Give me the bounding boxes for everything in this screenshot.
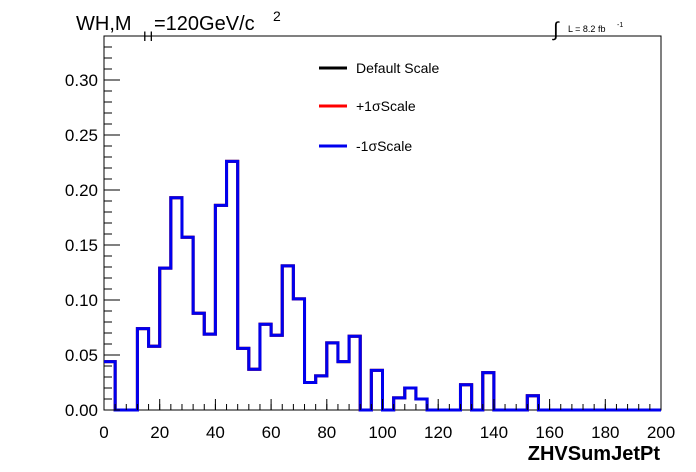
histogram-layer	[104, 159, 661, 412]
integral-symbol: ∫	[552, 19, 560, 41]
x-axis: 0 20 40 60 80 100 120 140 160 180 200	[99, 399, 675, 442]
x-tick-label: 60	[262, 423, 281, 442]
y-tick-label: 0.00	[65, 401, 98, 420]
x-tick-label: 200	[647, 423, 675, 442]
legend-label-minus: -1σScale	[356, 138, 412, 154]
y-tick-label: 0.30	[65, 71, 98, 90]
x-tick-label: 0	[99, 423, 108, 442]
x-tick-label: 40	[206, 423, 225, 442]
frame	[103, 35, 662, 411]
chart-title-superscript: 2	[273, 8, 281, 24]
x-tick-label: 180	[591, 423, 619, 442]
histogram-series-2	[104, 159, 661, 412]
y-tick-label: 0.20	[65, 181, 98, 200]
x-tick-label: 160	[535, 423, 563, 442]
x-tick-label: 140	[480, 423, 508, 442]
x-tick-label: 20	[150, 423, 169, 442]
legend: Default Scale +1σScale -1σScale	[319, 60, 439, 154]
x-tick-label: 100	[368, 423, 396, 442]
y-tick-label: 0.25	[65, 126, 98, 145]
y-tick-label: 0.05	[65, 346, 98, 365]
y-axis: 0.00 0.05 0.10 0.15 0.20 0.25 0.30	[65, 46, 120, 420]
lumi-label: L = 8.2 fb	[568, 24, 605, 34]
chart-title-rest: =120GeV/c	[154, 13, 255, 35]
x-axis-title: ZHVSumJetPt	[528, 443, 661, 465]
y-tick-label: 0.10	[65, 291, 98, 310]
legend-label-plus: +1σScale	[356, 98, 416, 114]
y-tick-label: 0.15	[65, 236, 98, 255]
x-tick-label: 80	[317, 423, 336, 442]
chart-title-subscript: H	[143, 28, 153, 44]
legend-label-default: Default Scale	[356, 60, 439, 76]
chart-title-main: WH,M	[76, 13, 132, 35]
lumi-superscript: -1	[617, 22, 623, 29]
x-tick-label: 120	[424, 423, 452, 442]
